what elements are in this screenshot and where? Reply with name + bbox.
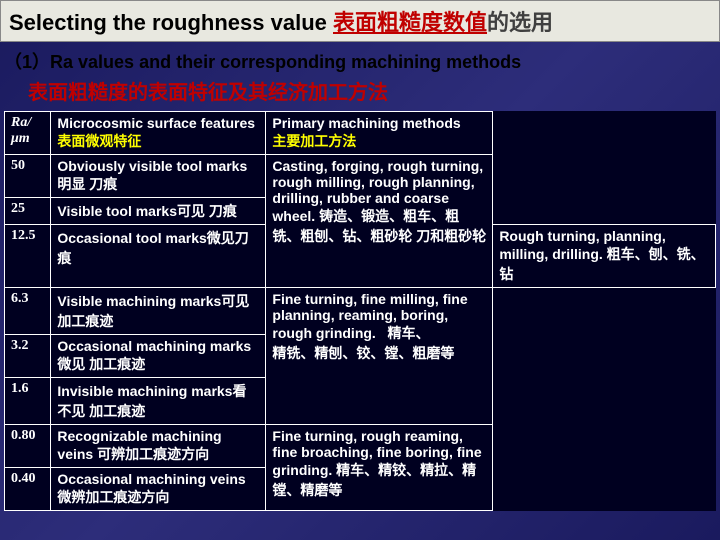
header-features: Microcosmic surface features 表面微观特征 — [51, 112, 266, 155]
subtitle-row: （1）Ra values and their corresponding mac… — [0, 42, 720, 76]
methods-cell: Fine turning, fine milling, fine plannin… — [266, 288, 493, 425]
subtitle-num: （1） — [4, 52, 50, 72]
ra-cell: 0.40 — [5, 468, 51, 511]
table-row: 0.80Recognizable machining veins 可辨加工痕迹方… — [5, 425, 716, 468]
table-header-row: Ra/μm Microcosmic surface features 表面微观特… — [5, 112, 716, 155]
methods-cell: Fine turning, rough reaming, fine broach… — [266, 425, 493, 511]
features-cell: Invisible machining marks看不见 加工痕迹 — [51, 378, 266, 425]
header-ra: Ra/μm — [5, 112, 51, 155]
methods-cell: Rough turning, planning, milling, drilli… — [493, 225, 716, 288]
features-cell: Recognizable machining veins 可辨加工痕迹方向 — [51, 425, 266, 468]
title-cn-red: 表面粗糙度数值 — [333, 10, 487, 35]
ra-cell: 1.6 — [5, 378, 51, 425]
features-cell: Visible tool marks可见 刀痕 — [51, 198, 266, 225]
ra-cell: 6.3 — [5, 288, 51, 335]
ra-cell: 25 — [5, 198, 51, 225]
features-cell: Obviously visible tool marks明显 刀痕 — [51, 155, 266, 198]
table-row: 50Obviously visible tool marks明显 刀痕Casti… — [5, 155, 716, 198]
ra-cell: 12.5 — [5, 225, 51, 288]
methods-cell: Casting, forging, rough turning, rough m… — [266, 155, 493, 288]
page-title: Selecting the roughness value 表面粗糙度数值的选用 — [0, 0, 720, 42]
features-cell: Visible machining marks可见加工痕迹 — [51, 288, 266, 335]
table-row: 6.3Visible machining marks可见加工痕迹Fine tur… — [5, 288, 716, 335]
title-en: Selecting the roughness value — [9, 10, 327, 35]
roughness-table: Ra/μm Microcosmic surface features 表面微观特… — [4, 111, 716, 511]
features-cell: Occasional machining veins微辨加工痕迹方向 — [51, 468, 266, 511]
title-cn-blue: 的选用 — [487, 10, 553, 35]
ra-cell: 0.80 — [5, 425, 51, 468]
ra-cell: 50 — [5, 155, 51, 198]
subtitle-cn: 表面粗糙度的表面特征及其经济加工方法 — [0, 76, 720, 111]
ra-cell: 3.2 — [5, 335, 51, 378]
features-cell: Occasional tool marks微见刀痕 — [51, 225, 266, 288]
features-cell: Occasional machining marks微见 加工痕迹 — [51, 335, 266, 378]
header-methods: Primary machining methods 主要加工方法 — [266, 112, 493, 155]
subtitle-en: Ra values and their corresponding machin… — [50, 52, 521, 72]
